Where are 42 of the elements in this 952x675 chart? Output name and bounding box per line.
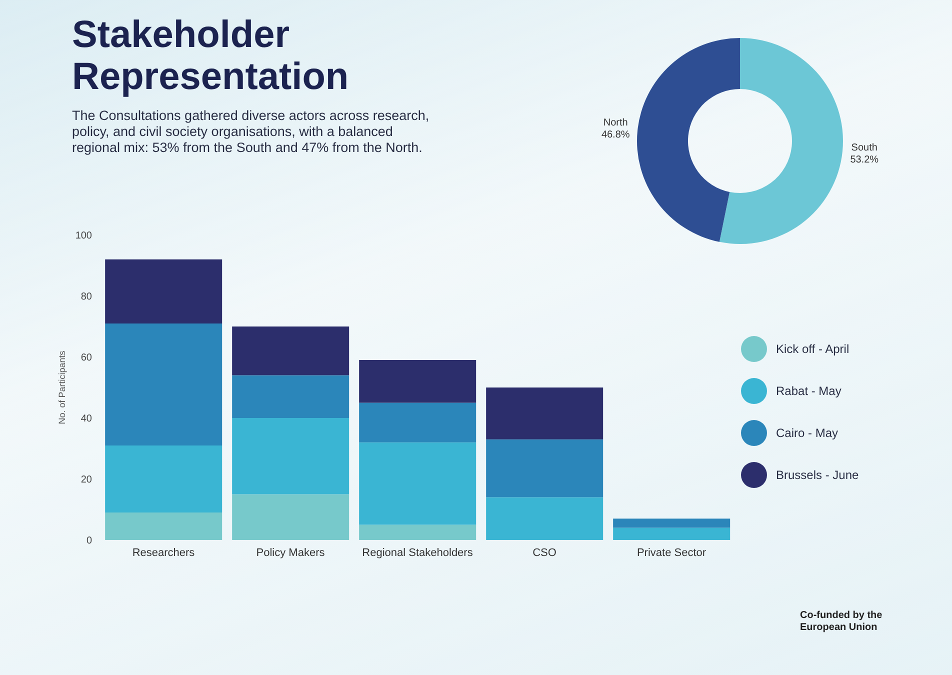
bar (486, 439, 604, 498)
y-tick-label: 100 (75, 230, 92, 242)
bar (359, 360, 476, 403)
x-tick-label: Policy Makers (256, 546, 326, 559)
donut-slice (719, 38, 843, 244)
donut-slice (637, 38, 740, 242)
legend-label: Rabat - May (776, 384, 842, 398)
y-tick-label: 0 (86, 536, 92, 547)
y-axis-title: No. of Participants (57, 350, 68, 424)
bar (486, 497, 604, 540)
data-label: 46.8% (601, 129, 630, 140)
bar (486, 388, 604, 440)
text: Co-funded by the European Union (800, 610, 884, 634)
bar (105, 259, 222, 324)
x-tick-label: Researchers (132, 546, 196, 559)
bar (613, 518, 730, 528)
bar (105, 445, 222, 513)
chart-subtitle: The Consultations gathered diverse actors across research, policy, and civil society organisations, with a balanced regional mix: 53% from the South and 47% from the North. (72, 108, 430, 156)
bar (359, 524, 476, 540)
y-tick-label: 60 (80, 352, 92, 364)
x-tick-label: CSO (532, 546, 557, 559)
bar (359, 402, 476, 442)
slice-label: South (851, 142, 878, 154)
y-tick-label: 80 (80, 292, 92, 303)
chart-title: Stakeholder Representation (72, 14, 350, 98)
bar (359, 442, 476, 525)
x-tick-label: Private Sector (636, 546, 706, 559)
bar (613, 528, 730, 540)
bar (232, 375, 350, 418)
legend-label: Brussels - June (776, 468, 859, 482)
bar (232, 494, 350, 540)
bar (105, 323, 222, 446)
bar (105, 512, 222, 540)
legend-label: Cairo - May (776, 426, 838, 440)
bar (232, 326, 350, 376)
legend-label: Kick off - April (776, 342, 850, 356)
data-label: 53.2% (850, 154, 879, 166)
x-tick-label: Regional Stakeholders (362, 546, 474, 559)
y-tick-label: 20 (80, 474, 92, 486)
y-tick-label: 40 (80, 414, 92, 425)
slice-label: North (603, 117, 628, 128)
bar (232, 418, 350, 494)
